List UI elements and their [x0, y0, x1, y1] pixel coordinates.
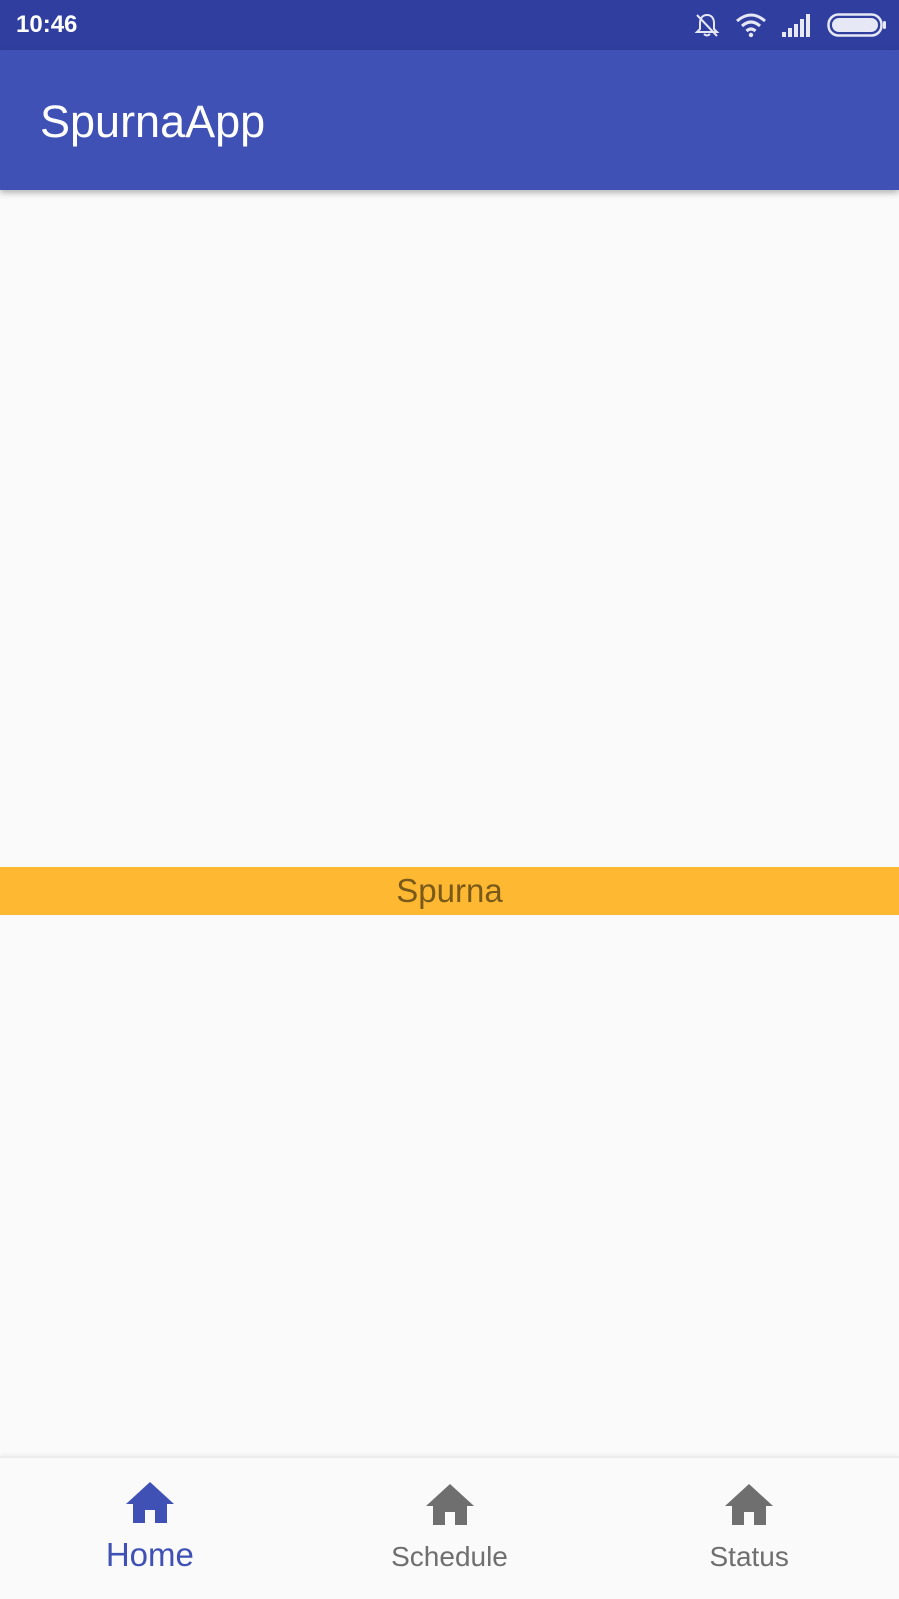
bell-off-icon: [693, 11, 721, 39]
nav-label-schedule: Schedule: [391, 1541, 508, 1572]
battery-icon: [827, 12, 887, 38]
home-icon: [723, 1480, 775, 1528]
status-bar: 10:46: [0, 0, 899, 50]
banner-text: Spurna: [396, 872, 503, 909]
nav-item-schedule[interactable]: Schedule: [300, 1458, 600, 1599]
spurna-banner: Spurna: [0, 867, 899, 915]
status-icons: [693, 10, 887, 40]
main-content: Spurna: [0, 190, 899, 1456]
home-icon: [424, 1480, 476, 1528]
home-icon: [124, 1478, 176, 1526]
nav-item-status[interactable]: Status: [599, 1458, 899, 1599]
app-title: SpurnaApp: [40, 96, 266, 147]
bottom-navigation: Home Schedule Status: [0, 1456, 899, 1599]
cell-signal-icon: [781, 13, 813, 37]
nav-item-home[interactable]: Home: [0, 1458, 300, 1599]
wifi-icon: [735, 12, 767, 38]
nav-label-status: Status: [709, 1541, 789, 1572]
nav-label-home: Home: [105, 1536, 194, 1573]
app-bar: SpurnaApp: [0, 50, 899, 190]
status-time: 10:46: [16, 11, 78, 38]
